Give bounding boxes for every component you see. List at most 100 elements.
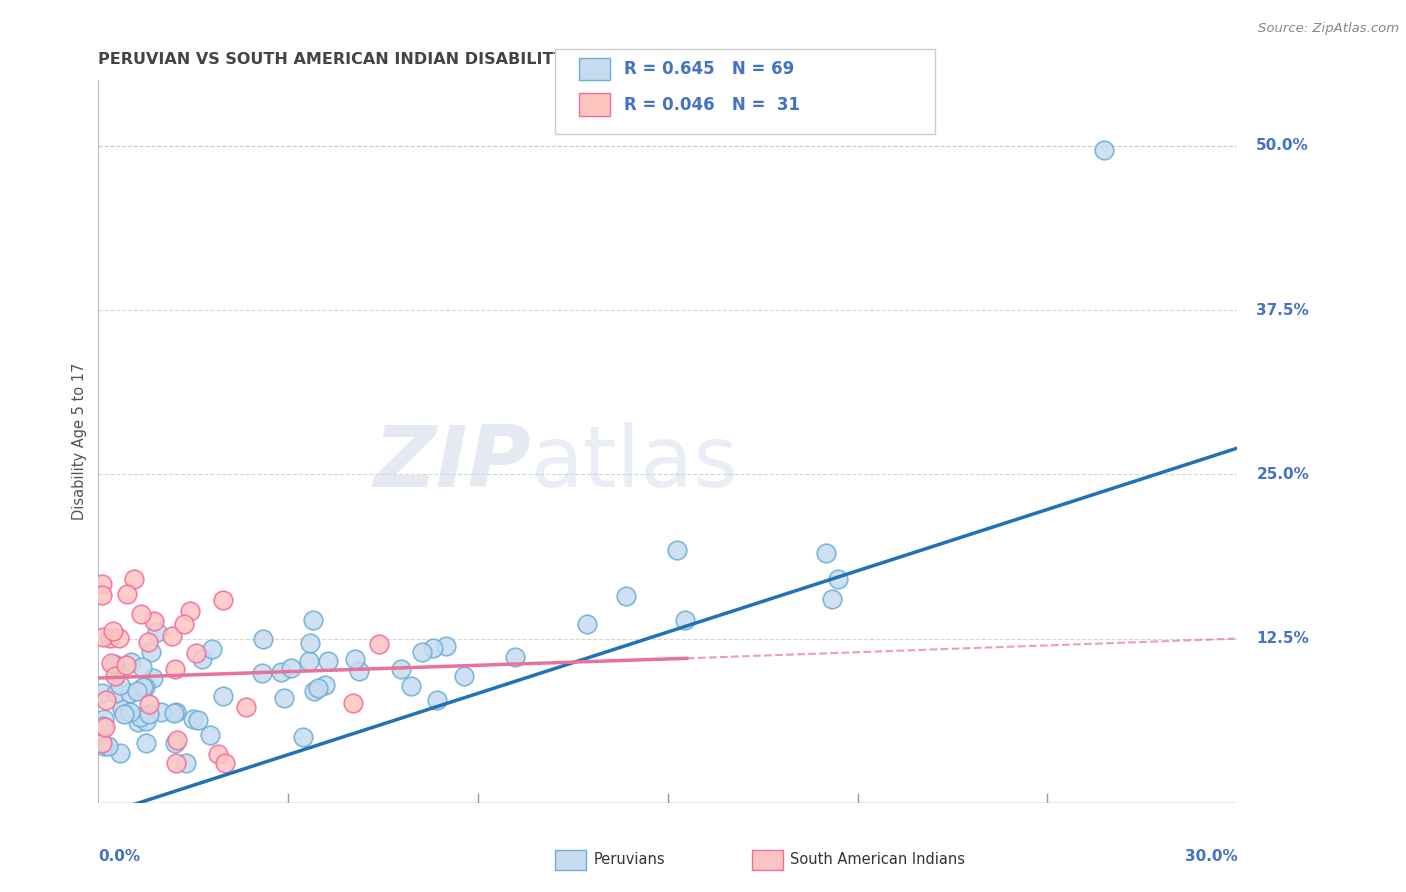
Point xyxy=(129,607,152,621)
Point xyxy=(426,693,449,707)
Point xyxy=(280,661,302,675)
Point xyxy=(347,664,370,678)
Point xyxy=(143,614,166,628)
Point xyxy=(252,632,274,646)
Text: 30.0%: 30.0% xyxy=(1184,849,1237,863)
Point xyxy=(166,733,188,747)
Point xyxy=(187,714,209,728)
Point xyxy=(422,640,444,655)
Point xyxy=(135,736,157,750)
Point xyxy=(91,577,114,591)
Point xyxy=(827,572,849,586)
Text: 50.0%: 50.0% xyxy=(1257,138,1309,153)
Text: ZIP: ZIP xyxy=(374,422,531,505)
Text: 0.0%: 0.0% xyxy=(98,849,141,863)
Point xyxy=(91,685,114,699)
Point xyxy=(117,587,139,601)
Point xyxy=(211,690,233,704)
Text: South American Indians: South American Indians xyxy=(790,853,965,867)
Point xyxy=(211,593,233,607)
Point xyxy=(666,542,689,557)
Point xyxy=(128,709,150,723)
Point xyxy=(292,730,315,744)
Point xyxy=(453,668,475,682)
Point xyxy=(301,613,323,627)
Point xyxy=(127,714,149,729)
Point xyxy=(100,656,122,670)
Point xyxy=(141,644,163,658)
Point xyxy=(273,690,295,705)
Point xyxy=(389,662,412,676)
Point xyxy=(314,678,336,692)
Point xyxy=(191,651,214,665)
Text: atlas: atlas xyxy=(531,422,740,505)
Text: 37.5%: 37.5% xyxy=(1257,302,1309,318)
Point xyxy=(298,654,321,668)
Point xyxy=(104,657,127,672)
Text: PERUVIAN VS SOUTH AMERICAN INDIAN DISABILITY AGE 5 TO 17 CORRELATION CHART: PERUVIAN VS SOUTH AMERICAN INDIAN DISABI… xyxy=(98,52,880,67)
Point xyxy=(304,684,326,698)
Point xyxy=(1094,143,1116,157)
Point xyxy=(150,705,173,719)
Point xyxy=(308,681,330,696)
Point xyxy=(97,739,120,753)
Point xyxy=(112,707,135,722)
Point xyxy=(134,680,156,694)
Point xyxy=(411,644,433,658)
Point xyxy=(131,659,153,673)
Text: Peruvians: Peruvians xyxy=(593,853,665,867)
Point xyxy=(101,624,124,639)
Point xyxy=(145,625,167,640)
Point xyxy=(110,678,132,692)
Point xyxy=(201,642,224,657)
Point xyxy=(174,756,197,771)
Point xyxy=(118,705,141,719)
Point xyxy=(343,652,366,666)
Point xyxy=(91,588,114,602)
Point xyxy=(163,706,186,720)
Point xyxy=(103,657,125,672)
Point xyxy=(91,630,114,644)
Text: 25.0%: 25.0% xyxy=(1257,467,1309,482)
Point xyxy=(122,572,145,586)
Point xyxy=(138,698,160,712)
Point xyxy=(108,631,131,645)
Point xyxy=(125,684,148,698)
Point xyxy=(434,639,457,653)
Point xyxy=(163,662,186,676)
Point xyxy=(342,696,364,710)
Point xyxy=(94,720,117,734)
Point xyxy=(815,546,838,560)
Point xyxy=(165,706,187,720)
Point xyxy=(104,669,127,683)
Point xyxy=(120,655,142,669)
Point xyxy=(115,657,138,672)
Point xyxy=(184,646,207,660)
Point xyxy=(91,736,114,750)
Point xyxy=(614,589,637,603)
Text: Source: ZipAtlas.com: Source: ZipAtlas.com xyxy=(1258,22,1399,36)
Point xyxy=(673,613,696,627)
Point xyxy=(198,728,221,742)
Point xyxy=(270,665,292,679)
Point xyxy=(179,604,201,618)
Text: R = 0.645   N = 69: R = 0.645 N = 69 xyxy=(624,60,794,78)
Point xyxy=(91,719,114,733)
Point xyxy=(252,665,274,680)
Point xyxy=(503,649,526,664)
Point xyxy=(298,635,321,649)
Point xyxy=(135,714,157,728)
Point xyxy=(214,756,236,771)
Point xyxy=(173,616,195,631)
Point xyxy=(821,592,844,607)
Point xyxy=(165,756,187,771)
Text: 12.5%: 12.5% xyxy=(1257,632,1309,646)
Point xyxy=(316,654,339,668)
Point xyxy=(160,629,183,643)
Point xyxy=(575,616,598,631)
Point xyxy=(207,747,229,761)
Point xyxy=(108,746,131,760)
Point xyxy=(94,693,117,707)
Point xyxy=(132,680,155,694)
Point xyxy=(120,686,142,700)
